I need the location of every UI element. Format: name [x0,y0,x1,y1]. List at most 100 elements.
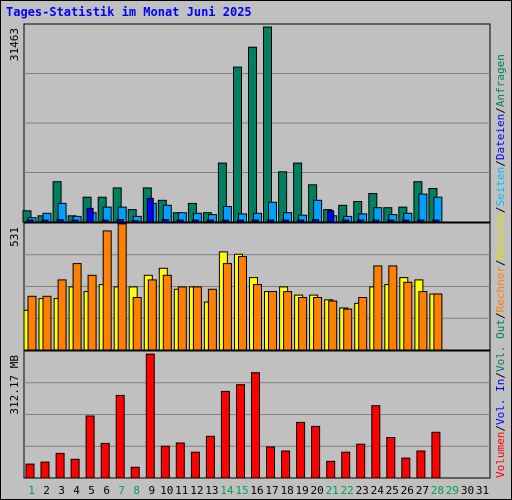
bar-volumen-day-23 [356,443,366,479]
legend-separator: / [494,259,507,266]
legend-separator: / [494,372,507,379]
bar-volumen-day-17 [266,446,275,479]
bar-seiten-day-16 [252,219,259,223]
bar-seiten-day-12 [191,219,199,223]
y-max-label-bottom: 312.17 MB [8,355,21,415]
legend-separator: / [494,312,507,319]
x-tick-label-day-17: 17 [265,484,278,497]
bar-rechner-day-10 [162,274,172,351]
x-tick-label-day-5: 5 [88,484,95,497]
bar-rechner-day-26 [403,281,413,351]
bar-volumen-day-28 [431,431,441,479]
legend-separator: / [494,107,507,114]
bar-volumen-day-21 [326,460,336,479]
bar-volumen-day-13 [205,435,215,479]
x-tick-label-day-23: 23 [356,484,369,497]
bar-rechner-day-2 [42,295,52,351]
legend-entry-anfragen: Anfragen [494,54,507,107]
bar-volumen-day-9 [145,353,155,479]
chart-title: Tages-Statistik im Monat Juni 2025 [6,5,252,19]
bar-seiten-day-19 [297,219,305,223]
bar-rechner-day-9 [147,279,157,351]
bar-volumen-day-6 [100,442,110,479]
bar-rechner-day-25 [388,265,398,351]
bar-rechner-day-5 [87,274,97,351]
bar-volumen-day-25 [386,437,396,479]
bar-volumen-day-12 [190,451,200,479]
bar-volumen-day-10 [160,445,170,479]
x-tick-label-day-26: 26 [401,484,414,497]
y-max-label-top: 31463 [8,28,21,61]
bar-seiten-day-26 [402,219,410,223]
bar-volumen-day-7 [115,394,125,479]
bar-rechner-day-15 [238,256,247,351]
x-tick-label-day-30: 30 [461,484,474,497]
bar-volumen-day-24 [371,405,381,479]
bar-rechner-day-24 [373,265,383,351]
legend-separator: / [494,206,507,213]
bar-volumen-day-5 [85,415,95,479]
x-tick-label-day-20: 20 [310,484,323,497]
bar-volumen-day-11 [175,442,185,479]
x-tick-label-day-31: 31 [476,484,489,497]
x-tick-label-day-10: 10 [160,484,173,497]
bar-anfragen-day-16 [248,46,257,223]
bar-volumen-day-3 [55,452,65,479]
bar-volumen-day-19 [296,421,306,479]
bar-dateien-day-20 [313,199,323,223]
bar-seiten-day-3 [56,219,64,223]
bar-anfragen-day-19 [293,162,303,223]
bar-rechner-day-22 [343,308,353,351]
bar-rechner-day-23 [358,297,368,351]
bar-rechner-day-11 [177,286,187,351]
bar-rechner-day-18 [283,291,293,351]
bar-rechner-day-28 [433,293,443,351]
bar-seiten-day-4 [71,219,79,223]
y-max-label-middle: 531 [8,227,21,247]
x-tick-label-day-12: 12 [190,484,203,497]
bar-seiten-day-2 [41,219,49,223]
bar-volumen-day-20 [311,425,321,479]
legend-separator: / [494,160,507,167]
x-tick-label-day-11: 11 [175,484,188,497]
bar-seiten-day-24 [372,219,380,223]
bar-volumen-day-1 [25,463,35,479]
legend-entry-vol-in: Vol. In [494,379,507,425]
bar-seiten-day-9 [146,197,154,223]
bar-seiten-day-14 [221,219,229,223]
x-tick-label-day-2: 2 [43,484,50,497]
x-tick-label-day-16: 16 [250,484,263,497]
bar-rechner-day-4 [72,263,82,351]
x-tick-label-day-29: 29 [446,484,459,497]
bar-rechner-day-3 [57,279,67,351]
bar-seiten-day-15 [237,219,244,223]
bar-volumen-day-14 [220,390,230,479]
bar-seiten-day-11 [176,219,184,223]
bar-rechner-day-19 [298,297,308,351]
x-tick-label-day-22: 22 [341,484,354,497]
bar-dateien-day-17 [268,201,277,223]
bar-seiten-day-17 [267,219,274,223]
bar-volumen-day-8 [130,466,140,479]
bar-volumen-day-22 [341,451,351,479]
x-tick-label-day-21: 21 [326,484,339,497]
bar-seiten-day-13 [206,219,214,223]
bar-seiten-day-20 [312,219,320,223]
bar-volumen-day-26 [401,457,411,479]
bar-rechner-day-8 [132,297,142,351]
legend: Volumen/Vol. In/Vol. Out/Rechner/Besuche… [494,54,507,478]
bar-seiten-day-27 [417,219,425,223]
bar-seiten-day-28 [432,219,440,223]
x-tick-label-day-28: 28 [431,484,444,497]
bar-rechner-day-1 [27,295,37,351]
x-tick-label-day-9: 9 [148,484,155,497]
bar-seiten-day-22 [342,219,350,223]
legend-entry-vol-out: Vol. Out [494,319,507,372]
bar-seiten-day-21 [327,210,335,223]
bar-seiten-day-1 [26,219,34,223]
x-tick-label-day-27: 27 [416,484,429,497]
bar-rechner-day-17 [268,291,277,351]
bar-seiten-day-18 [282,219,290,223]
x-tick-label-day-6: 6 [103,484,110,497]
x-tick-label-day-8: 8 [133,484,140,497]
